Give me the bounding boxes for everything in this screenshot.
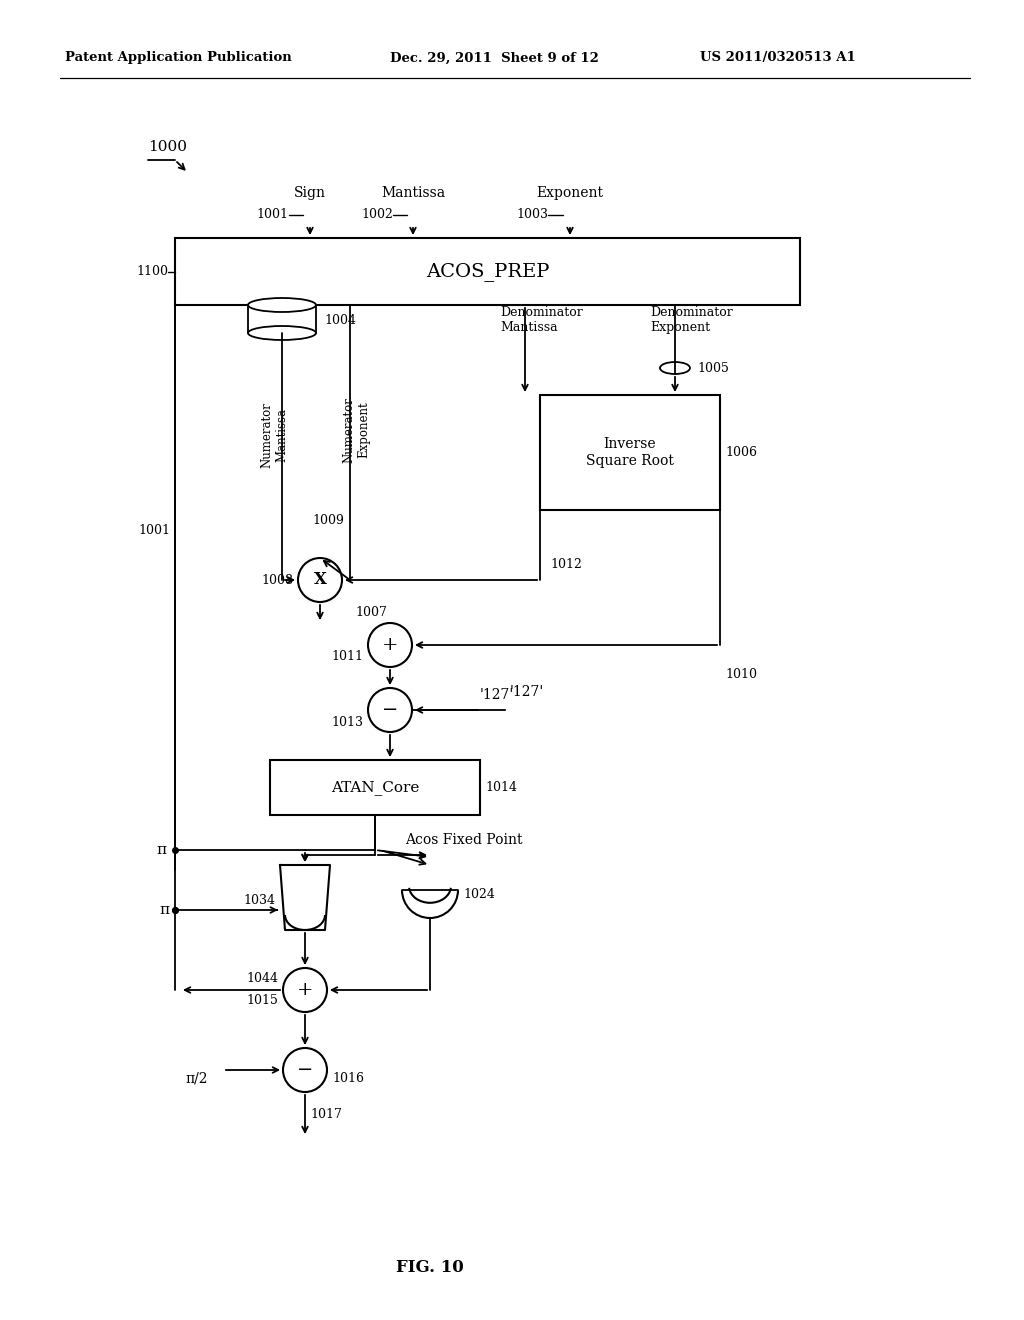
Text: '127': '127' [480, 688, 514, 702]
Circle shape [368, 623, 412, 667]
Text: 1010: 1010 [725, 668, 757, 681]
Text: Patent Application Publication: Patent Application Publication [65, 51, 292, 65]
Text: 1015: 1015 [246, 994, 278, 1006]
Bar [540, 395, 720, 510]
Text: 1003: 1003 [516, 209, 548, 222]
Text: +: + [382, 636, 398, 653]
Text: 1024: 1024 [463, 888, 495, 902]
Text: −: − [297, 1061, 313, 1078]
Text: π: π [157, 843, 167, 857]
Text: 1011: 1011 [331, 651, 362, 664]
Text: Mantissa: Mantissa [381, 186, 445, 201]
Circle shape [298, 558, 342, 602]
Text: 1013: 1013 [331, 715, 362, 729]
Circle shape [283, 1048, 327, 1092]
Text: 1016: 1016 [332, 1072, 364, 1085]
Circle shape [283, 968, 327, 1012]
Text: Acos Fixed Point: Acos Fixed Point [406, 833, 522, 847]
Text: 1009: 1009 [312, 513, 344, 527]
Text: ATAN_Core: ATAN_Core [331, 780, 419, 795]
Text: 1008: 1008 [261, 573, 293, 586]
Text: 1017: 1017 [310, 1107, 342, 1121]
Text: Numerator
Exponent: Numerator Exponent [342, 397, 370, 463]
Text: 1005: 1005 [697, 362, 729, 375]
Text: +: + [297, 981, 313, 999]
Text: 1044: 1044 [246, 972, 278, 985]
Text: π/2: π/2 [185, 1071, 208, 1085]
Text: 1006: 1006 [725, 446, 757, 459]
Bar [175, 238, 800, 305]
Text: 1004: 1004 [324, 314, 356, 326]
Text: ACOS_PREP: ACOS_PREP [426, 263, 549, 281]
Text: Denominator
Mantissa: Denominator Mantissa [500, 306, 583, 334]
Text: '127': '127' [510, 685, 544, 700]
Text: 1034: 1034 [243, 894, 275, 907]
Text: Dec. 29, 2011  Sheet 9 of 12: Dec. 29, 2011 Sheet 9 of 12 [390, 51, 599, 65]
Bar [270, 760, 480, 814]
Ellipse shape [660, 362, 690, 374]
Text: 1000: 1000 [148, 140, 187, 154]
Text: Sign: Sign [294, 186, 326, 201]
Text: 1007: 1007 [355, 606, 387, 619]
Text: 1100: 1100 [136, 265, 168, 279]
Ellipse shape [248, 326, 316, 341]
Circle shape [368, 688, 412, 733]
Text: X: X [313, 572, 327, 589]
Text: 1001: 1001 [256, 209, 288, 222]
Text: 1001: 1001 [138, 524, 170, 536]
Text: −: − [382, 701, 398, 719]
Text: Inverse
Square Root: Inverse Square Root [586, 437, 674, 467]
Text: 1014: 1014 [485, 781, 517, 795]
Text: Exponent: Exponent [537, 186, 603, 201]
Text: US 2011/0320513 A1: US 2011/0320513 A1 [700, 51, 856, 65]
Ellipse shape [248, 298, 316, 312]
Text: FIG. 10: FIG. 10 [396, 1259, 464, 1276]
Text: Numerator
Mantissa: Numerator Mantissa [260, 403, 288, 467]
Text: 1002: 1002 [361, 209, 393, 222]
Text: Denominator
Exponent: Denominator Exponent [650, 306, 733, 334]
Text: π: π [160, 903, 170, 917]
Text: 1012: 1012 [550, 558, 582, 572]
